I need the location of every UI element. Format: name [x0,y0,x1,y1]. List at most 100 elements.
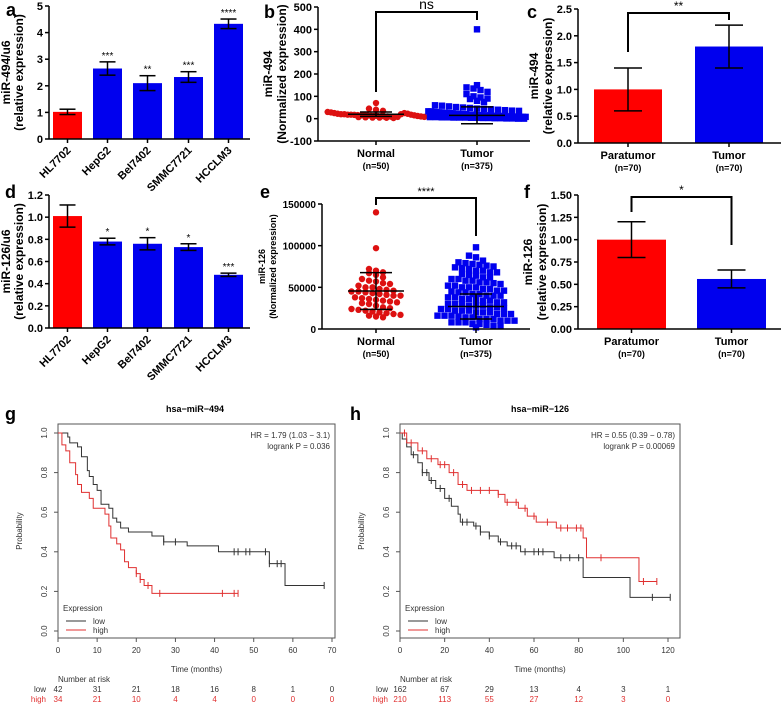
data-point [444,282,452,289]
x-tick-label: 30 [171,646,180,655]
risk-count: 210 [393,695,407,704]
risk-count: 0 [291,695,296,704]
data-point [421,113,428,121]
data-point [448,288,455,295]
y-axis-label: (relative expression) [535,204,549,321]
sample-size-label: (n=50) [363,161,390,171]
y-tick-label: 1.2 [28,190,43,202]
data-point [486,297,494,304]
y-tick-label: 1.00 [551,235,572,247]
panel-letter-f: f [524,182,531,202]
significance-label: * [146,227,150,238]
bar [133,83,162,139]
significance-label: * [106,227,110,238]
data-point [493,299,501,306]
data-point [509,115,516,122]
y-tick-label: 500 [294,2,312,14]
sample-size-label: (n=70) [718,349,745,359]
hazard-ratio-label: HR = 0.55 (0.39 − 0.78) [591,431,675,440]
data-point [431,102,439,109]
data-point [479,267,487,274]
y-tick-label: 0.0 [382,625,391,637]
data-point [393,299,401,306]
data-point [451,264,459,271]
y-axis-label: (Normalized expression) [275,4,289,143]
data-point [456,114,463,121]
risk-count: 3 [621,685,626,694]
y-axis-label: miR-126 [521,238,535,285]
bar [214,274,243,328]
data-point [465,307,473,314]
significance-bracket [375,11,478,92]
data-point [465,302,473,309]
data-point [490,292,497,299]
data-point [520,115,528,122]
risk-count: 10 [132,695,141,704]
y-tick-label: 400 [294,24,312,36]
data-point [448,319,455,326]
data-point [480,105,488,113]
risk-count: 0 [330,685,335,694]
significance-label: * [679,183,684,197]
data-point [477,86,484,94]
data-point [514,115,522,122]
data-point [469,277,476,284]
data-point [451,282,459,289]
bar [214,23,243,140]
data-point [465,295,473,303]
significance-label: *** [223,262,235,273]
data-point [386,280,394,288]
data-point [397,292,404,299]
survival-curve-low [58,432,325,586]
x-tick-label: 0 [398,646,403,655]
data-point [486,285,494,293]
y-axis-label: miR-126 [257,249,267,284]
legend-label: high [93,626,108,635]
legend-label: low [93,617,105,626]
x-tick-label: HCCLM3 [194,145,235,186]
data-point [452,103,460,111]
risk-row-label: low [34,685,46,694]
data-point [465,252,473,259]
plot-frame [399,423,681,639]
risk-count: 34 [54,695,63,704]
y-tick-label: 0.25 [551,302,572,314]
data-point [483,262,490,269]
data-point [438,114,445,121]
data-point [470,93,477,100]
data-point [362,284,369,291]
panel-letter-e: e [260,182,270,202]
y-axis-label: (Normalized expression) [268,214,278,319]
data-point [369,284,376,291]
risk-count: 21 [132,685,141,694]
y-tick-label: 5 [37,1,43,13]
risk-count: 31 [93,685,102,694]
significance-label: *** [183,61,195,72]
data-point [493,310,501,318]
data-point [458,300,466,308]
risk-count: 13 [530,685,539,694]
data-point [479,257,487,264]
x-tick-label: Tumor [460,148,494,160]
data-point [476,261,483,269]
risk-count: 12 [574,695,583,704]
data-point [348,305,355,313]
risk-count: 27 [530,695,539,704]
data-point [458,264,466,272]
data-point [455,313,462,320]
significance-label: ** [674,0,684,13]
plot-frame [57,423,336,639]
y-tick-label: 200 [294,69,312,81]
data-point [432,113,440,121]
hazard-ratio-label: HR = 1.79 (1.03 − 3.1) [250,431,330,440]
data-point [508,107,516,114]
x-tick-label: Normal [357,336,395,348]
x-tick-label: HCCLM3 [194,334,235,375]
data-point [500,299,508,306]
y-axis-label: (relative expression) [12,203,26,320]
data-point [376,114,383,121]
data-point [451,294,459,301]
data-point [379,297,387,304]
data-point [358,275,366,283]
panel-letter-b: b [264,2,275,22]
